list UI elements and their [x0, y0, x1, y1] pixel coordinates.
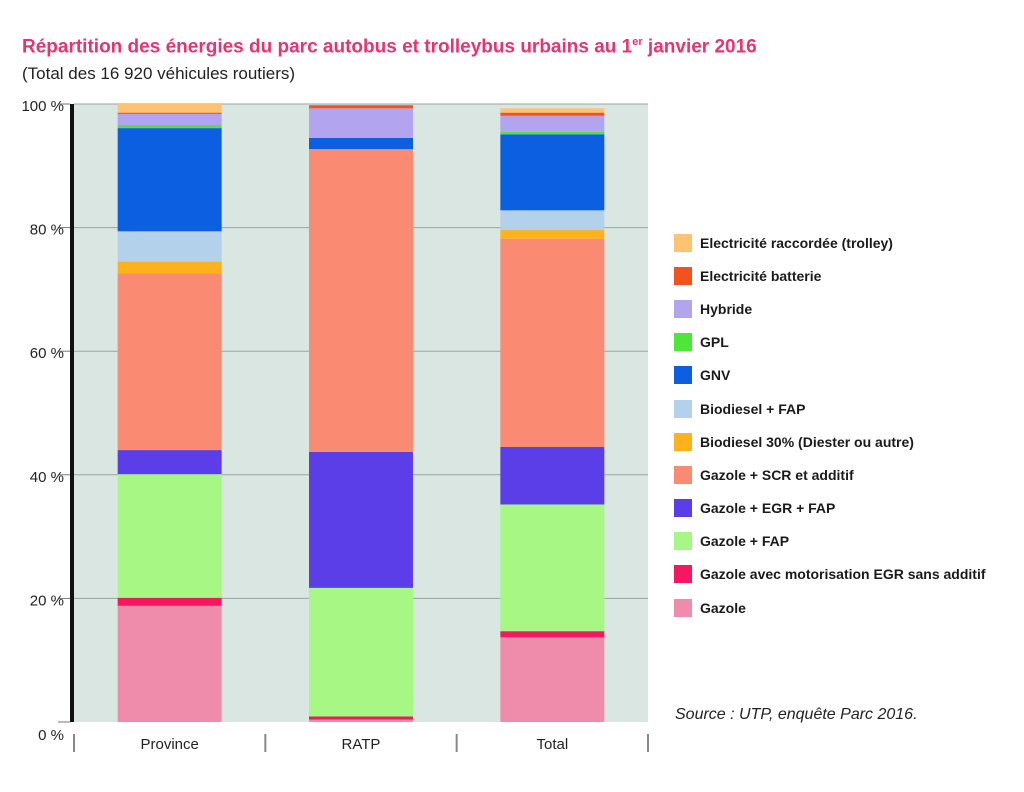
legend-item: Gazole + EGR + FAP: [674, 492, 1019, 525]
bar-segment: [500, 131, 605, 135]
legend-label: GNV: [700, 367, 731, 384]
bar-segment: [309, 149, 413, 452]
bar-segment: [500, 210, 605, 231]
legend-label: Biodiesel + FAP: [700, 400, 806, 417]
legend-swatch: [674, 266, 692, 285]
bar-segment: [500, 230, 605, 239]
y-tick-label: 60 %: [30, 345, 64, 362]
bar-segment: [500, 134, 605, 211]
legend-item: GNV: [674, 359, 1019, 392]
legend-label: Gazole avec motorisation EGR sans additi…: [700, 566, 986, 583]
y-tick-label: 100 %: [21, 98, 64, 115]
y-tick-label: 0 %: [38, 727, 64, 744]
legend-label: Hybride: [700, 300, 753, 317]
legend-item: Electricité batterie: [674, 259, 1019, 292]
bars: [117, 104, 605, 722]
legend-label: Gazole + SCR et additif: [700, 466, 854, 483]
bar-segment: [309, 451, 413, 588]
bar-segment: [309, 137, 413, 150]
legend-swatch: [674, 598, 692, 617]
legend-item: Hybride: [674, 292, 1019, 325]
x-axis: Province RATP Total: [73, 734, 649, 753]
legend-label: Electricité batterie: [700, 267, 822, 284]
legend-label: GPL: [700, 334, 729, 351]
bar-segment: [309, 105, 413, 109]
bar-segment: [500, 631, 605, 638]
y-axis: 0 % 20 % 40 % 60 % 80 % 100 %: [21, 98, 74, 744]
legend-item: Gazole avec motorisation EGR sans additi…: [674, 558, 1019, 591]
bar-segment: [117, 128, 222, 232]
bar-segment: [500, 112, 605, 116]
legend-item: Gazole: [674, 591, 1019, 624]
bar-segment: [309, 587, 413, 717]
legend-item: Gazole + SCR et additif: [674, 458, 1019, 491]
bar-segment: [117, 112, 222, 114]
legend-swatch: [674, 333, 692, 352]
bar-segment: [500, 504, 605, 632]
stacked-bar-chart: 0 % 20 % 40 % 60 % 80 % 100 % Province RATP Tot…: [21, 98, 649, 753]
legend-swatch: [674, 565, 692, 584]
legend-swatch: [674, 432, 692, 451]
legend-item: Biodiesel 30% (Diester ou autre): [674, 425, 1019, 458]
legend-swatch: [674, 465, 692, 484]
bar-segment: [309, 716, 413, 720]
bar-segment: [500, 238, 605, 447]
bar-segment: [309, 719, 413, 722]
bar-segment: [117, 261, 222, 274]
bar-segment: [500, 446, 605, 505]
legend-swatch: [674, 399, 692, 418]
legend-item: Electricité raccordée (trolley): [674, 226, 1019, 259]
legend-item: Biodiesel + FAP: [674, 392, 1019, 425]
bar-segment: [500, 115, 605, 132]
x-tick-label: Province: [140, 736, 198, 753]
legend-label: Biodiesel 30% (Diester ou autre): [700, 433, 914, 450]
bar-segment: [309, 108, 413, 138]
chart-title: Répartition des énergies du parc autobus…: [22, 36, 757, 58]
legend-label: Gazole + EGR + FAP: [700, 500, 836, 517]
bar-segment: [117, 273, 222, 451]
chart-subtitle: (Total des 16 920 véhicules routiers): [22, 64, 296, 83]
y-tick-label: 40 %: [30, 469, 64, 486]
legend-swatch: [674, 532, 692, 551]
legend-label: Gazole: [700, 599, 746, 616]
bar-segment: [117, 605, 222, 722]
y-tick-label: 20 %: [30, 592, 64, 609]
bar-segment: [117, 125, 222, 129]
x-tick-label: Total: [536, 736, 568, 753]
legend-item: GPL: [674, 326, 1019, 359]
x-tick-label: RATP: [342, 736, 381, 753]
bar-segment: [117, 474, 222, 598]
y-tick-label: 80 %: [30, 222, 64, 239]
legend-label: Gazole + FAP: [700, 533, 790, 550]
bar-segment: [117, 597, 222, 606]
source-note: Source : UTP, enquête Parc 2016.: [675, 706, 918, 723]
legend-label: Electricité raccordée (trolley): [700, 234, 893, 251]
bar-segment: [117, 450, 222, 475]
bar-segment: [117, 231, 222, 262]
legend-swatch: [674, 366, 692, 385]
bar-segment: [117, 113, 222, 126]
legend-swatch: [674, 299, 692, 318]
bar-segment: [117, 104, 222, 113]
legend: Electricité raccordée (trolley) Electrici…: [674, 226, 1019, 624]
legend-swatch: [674, 233, 692, 252]
bar-segment: [500, 637, 605, 722]
bar-segment: [500, 108, 605, 113]
legend-swatch: [674, 499, 692, 518]
legend-item: Gazole + FAP: [674, 525, 1019, 558]
